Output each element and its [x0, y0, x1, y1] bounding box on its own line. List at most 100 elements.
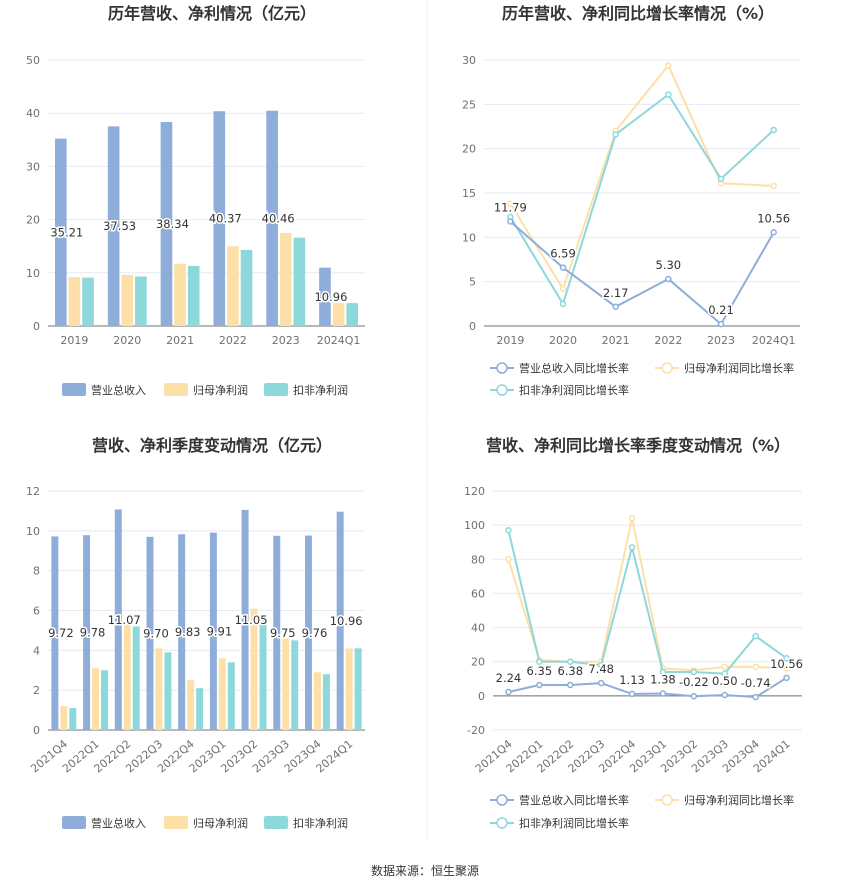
legend-marker [661, 362, 673, 374]
series-point-1 [665, 62, 672, 69]
legend-swatch [264, 383, 288, 396]
legend-label: 归母净利润同比增长率 [684, 361, 794, 375]
bar-deducted-profit [164, 652, 172, 730]
legend-swatch [164, 383, 188, 396]
y-tick-label: 0 [478, 690, 485, 703]
y-tick-label: 2 [33, 684, 40, 697]
series-point-2 [612, 131, 619, 138]
data-label: 9.83 [175, 625, 201, 639]
chart-title: 历年营收、净利情况（亿元） [108, 4, 316, 23]
bar-net-profit [279, 232, 292, 326]
chart-title: 历年营收、净利同比增长率情况（%） [502, 4, 774, 23]
bar-net-profit [187, 680, 195, 730]
y-tick-label: 60 [471, 587, 485, 600]
y-tick-label: 30 [462, 54, 476, 67]
data-label: 40.37 [209, 212, 242, 226]
series-line-0 [508, 676, 788, 699]
series-point-2 [783, 655, 790, 662]
data-label: 5.30 [656, 258, 682, 272]
series-point-2 [559, 300, 567, 308]
data-label: 6.38 [557, 664, 583, 678]
series-point-0 [597, 679, 605, 687]
legend-label: 归母净利润同比增长率 [684, 793, 794, 807]
legend-label: 营业总收入 [91, 383, 146, 397]
data-label: 11.05 [235, 613, 268, 627]
legend-label: 营业总收入同比增长率 [519, 793, 629, 807]
series-point-0 [628, 690, 636, 698]
bar-net-profit [345, 648, 353, 730]
data-source: 数据来源：恒生聚源 [371, 863, 479, 878]
data-label: 10.56 [757, 211, 790, 225]
data-label: 9.72 [48, 626, 74, 640]
legend-label: 扣非净利润 [293, 383, 348, 397]
bar-deducted-profit [259, 614, 267, 730]
bar-net-profit [123, 624, 131, 730]
x-tick-label: 2020 [549, 334, 577, 347]
series-point-0 [665, 275, 672, 283]
bar-net-profit [174, 263, 186, 326]
bar-deducted-profit [240, 249, 253, 326]
series-point-2 [717, 175, 725, 183]
x-tick-label: 2019 [496, 334, 524, 347]
bar-deducted-profit [291, 640, 299, 730]
bar-net-profit [227, 246, 239, 326]
y-tick-label: 0 [33, 724, 40, 737]
series-point-0 [770, 229, 777, 236]
y-tick-label: 25 [462, 98, 476, 111]
y-tick-label: 4 [33, 644, 40, 657]
bar-revenue [241, 509, 249, 730]
x-tick-label: 2023 [272, 334, 300, 347]
bar-revenue [273, 535, 281, 730]
bar-net-profit [155, 648, 163, 730]
bar-revenue [160, 122, 173, 327]
x-tick-label: 2021 [602, 334, 630, 347]
data-label: 40.46 [262, 211, 295, 225]
legend-label: 扣非净利润 [293, 816, 348, 830]
data-label: 9.76 [302, 626, 328, 640]
series-line-2 [509, 93, 775, 307]
bar-deducted-profit [82, 277, 94, 326]
y-tick-label: 80 [471, 553, 485, 566]
bar-net-profit [68, 277, 81, 326]
annual-growth-rate-chart: 历年营收、净利同比增长率情况（%） 0 5 10 15 20 25 30 2019 2020 202… [462, 4, 800, 397]
x-tick-label: 2024Q1 [752, 334, 796, 347]
data-label: 9.78 [80, 626, 106, 640]
bar-revenue [304, 535, 312, 730]
bar-revenue [213, 111, 226, 326]
bar-revenue [266, 110, 278, 326]
y-tick-label: 0 [33, 320, 40, 333]
series-point-2 [659, 668, 667, 676]
data-label: 37.53 [103, 219, 136, 233]
y-tick-label: 20 [462, 143, 476, 156]
y-tick-label: 100 [464, 519, 485, 532]
y-tick-label: 6 [33, 605, 40, 618]
legend-marker [496, 794, 508, 806]
x-tick-label: 2022 [219, 334, 247, 347]
chart-title: 营收、净利季度变动情况（亿元） [92, 436, 332, 455]
legend-label: 归母净利润 [193, 816, 248, 830]
y-tick-label: 10 [462, 231, 476, 244]
series-point-2 [770, 126, 777, 134]
legend-label: 营业总收入 [91, 816, 146, 830]
annual-revenue-profit-chart: 历年营收、净利情况（亿元） 0 10 20 30 40 50 2019 2020 2021 2022… [26, 4, 365, 397]
y-tick-label: 30 [26, 160, 40, 173]
data-label: 11.79 [494, 200, 527, 214]
y-tick-label: 50 [26, 54, 40, 67]
series-point-0 [559, 264, 567, 271]
series-point-2 [536, 658, 543, 665]
series-point-1 [752, 663, 759, 671]
y-tick-label: 0 [469, 320, 476, 333]
series-point-0 [659, 690, 667, 697]
legend-label: 归母净利润 [193, 383, 248, 397]
series-point-1 [505, 556, 512, 563]
data-label: 38.34 [156, 217, 189, 231]
data-label: 9.75 [270, 626, 296, 640]
bar-revenue [83, 535, 91, 730]
series-line-0 [509, 220, 775, 326]
bar-deducted-profit [101, 670, 109, 730]
bar-deducted-profit [322, 674, 330, 730]
x-tick-label: 2019 [60, 334, 88, 347]
series-point-2 [567, 658, 574, 665]
series-point-2 [665, 91, 672, 98]
y-tick-label: 120 [464, 485, 485, 498]
